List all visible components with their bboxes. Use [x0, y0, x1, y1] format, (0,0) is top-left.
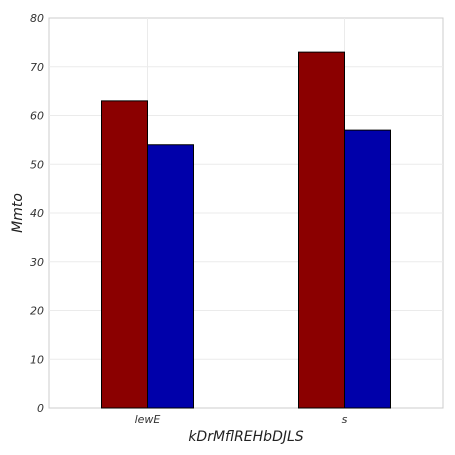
y-tick-label: 30 [30, 256, 44, 269]
x-tick-label: lewE [135, 413, 161, 426]
bars [101, 51, 391, 409]
y-tick-label: 20 [30, 305, 44, 318]
bar [344, 129, 391, 409]
bar [101, 100, 148, 409]
y-axis-label: Mmto [10, 193, 26, 233]
y-tick-labels: 0 10 20 30 40 50 60 70 80 [30, 12, 44, 415]
x-axis-label: kDrMflREHbDJLS [188, 429, 303, 445]
y-tick-label: 80 [30, 12, 44, 25]
y-tick-label: 60 [30, 110, 44, 123]
x-tick-labels: lewE s [135, 413, 348, 426]
y-tick-label: 70 [30, 61, 44, 74]
y-tick-label: 10 [30, 353, 44, 366]
bar [298, 51, 345, 409]
y-tick-label: 50 [30, 158, 44, 171]
x-tick-label: s [342, 413, 348, 426]
y-tick-label: 0 [37, 402, 44, 415]
bar [147, 144, 194, 409]
y-tick-label: 40 [30, 207, 44, 220]
